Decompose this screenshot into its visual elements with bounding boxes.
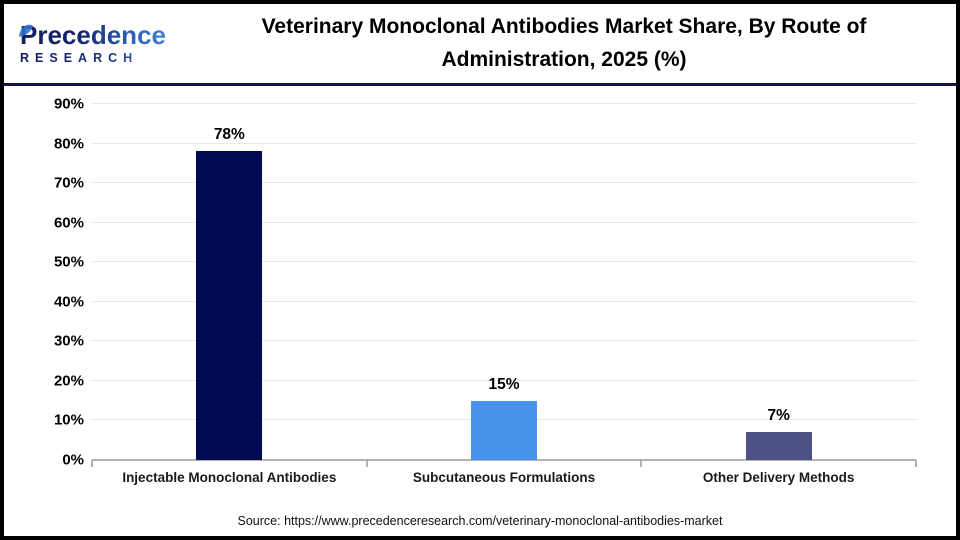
gridline-40 — [92, 300, 916, 302]
gridline-50 — [92, 261, 916, 263]
gridline-90 — [92, 103, 916, 104]
bar-injectable-monoclonal-antibodies — [196, 151, 263, 460]
header: Precedence RESEARCH Veterinary Monoclona… — [4, 4, 956, 86]
source-note: Source: https://www.precedenceresearch.c… — [237, 514, 723, 528]
category-label-other-delivery-methods: Other Delivery Methods — [702, 470, 855, 485]
logo-subtext: RESEARCH — [20, 51, 182, 65]
value-label-subcutaneous-formulations: 15% — [488, 375, 520, 393]
logo-wordmark: Precedence — [20, 22, 182, 48]
gridline-30 — [92, 340, 916, 342]
y-tick-label-90: 90% — [53, 95, 84, 113]
y-tick-label-40: 40% — [53, 293, 84, 311]
y-tick-label-70: 70% — [53, 174, 84, 192]
x-axis-labels: Injectable Monoclonal Antibodies Subcutan… — [92, 470, 916, 492]
value-label-injectable-monoclonal-antibodies: 78% — [213, 126, 245, 144]
y-tick-label-50: 50% — [53, 253, 84, 271]
y-axis: 0% 10% 20% 30% 40% 50% 60% 70% 80% 90% — [12, 97, 84, 468]
bar-slot-injectable-monoclonal-antibodies: 78% — [92, 104, 367, 460]
value-label-other-delivery-methods: 7% — [767, 407, 790, 425]
gridline-20 — [92, 379, 916, 381]
y-tick-label-10: 10% — [53, 411, 84, 429]
y-tick-label-20: 20% — [53, 372, 84, 390]
bar-other-delivery-methods — [745, 432, 812, 460]
category-label-subcutaneous-formulations: Subcutaneous Formulations — [412, 470, 596, 485]
y-tick-label-30: 30% — [53, 332, 84, 350]
x-axis-line — [92, 459, 916, 461]
x-axis-tick-2 — [640, 460, 643, 467]
gridline-70 — [92, 182, 916, 184]
plot-area: 78% 15% 7% — [91, 103, 917, 467]
category-label-injectable-monoclonal-antibodies: Injectable Monoclonal Antibodies — [122, 470, 337, 485]
y-tick-label-0: 0% — [62, 451, 84, 469]
chart-title-line-1: Veterinary Monoclonal Antibodies Market … — [261, 14, 867, 38]
chart-title: Veterinary Monoclonal Antibodies Market … — [182, 11, 956, 76]
gridline-80 — [92, 142, 916, 144]
chart-title-line-2: Administration, 2025 (%) — [441, 47, 687, 71]
bar-slot-subcutaneous-formulations: 15% — [367, 104, 642, 460]
y-tick-label-80: 80% — [53, 135, 84, 153]
x-axis-tick-0 — [91, 460, 93, 467]
brand-logo: Precedence RESEARCH — [4, 22, 182, 65]
leaf-icon — [19, 24, 33, 37]
y-tick-label-60: 60% — [53, 214, 84, 232]
bar-subcutaneous-formulations — [470, 400, 537, 460]
bar-slot-other-delivery-methods: 7% — [641, 104, 916, 460]
x-axis-tick-1 — [365, 460, 368, 467]
x-axis-tick-3 — [915, 460, 917, 467]
gridline-60 — [92, 221, 916, 223]
